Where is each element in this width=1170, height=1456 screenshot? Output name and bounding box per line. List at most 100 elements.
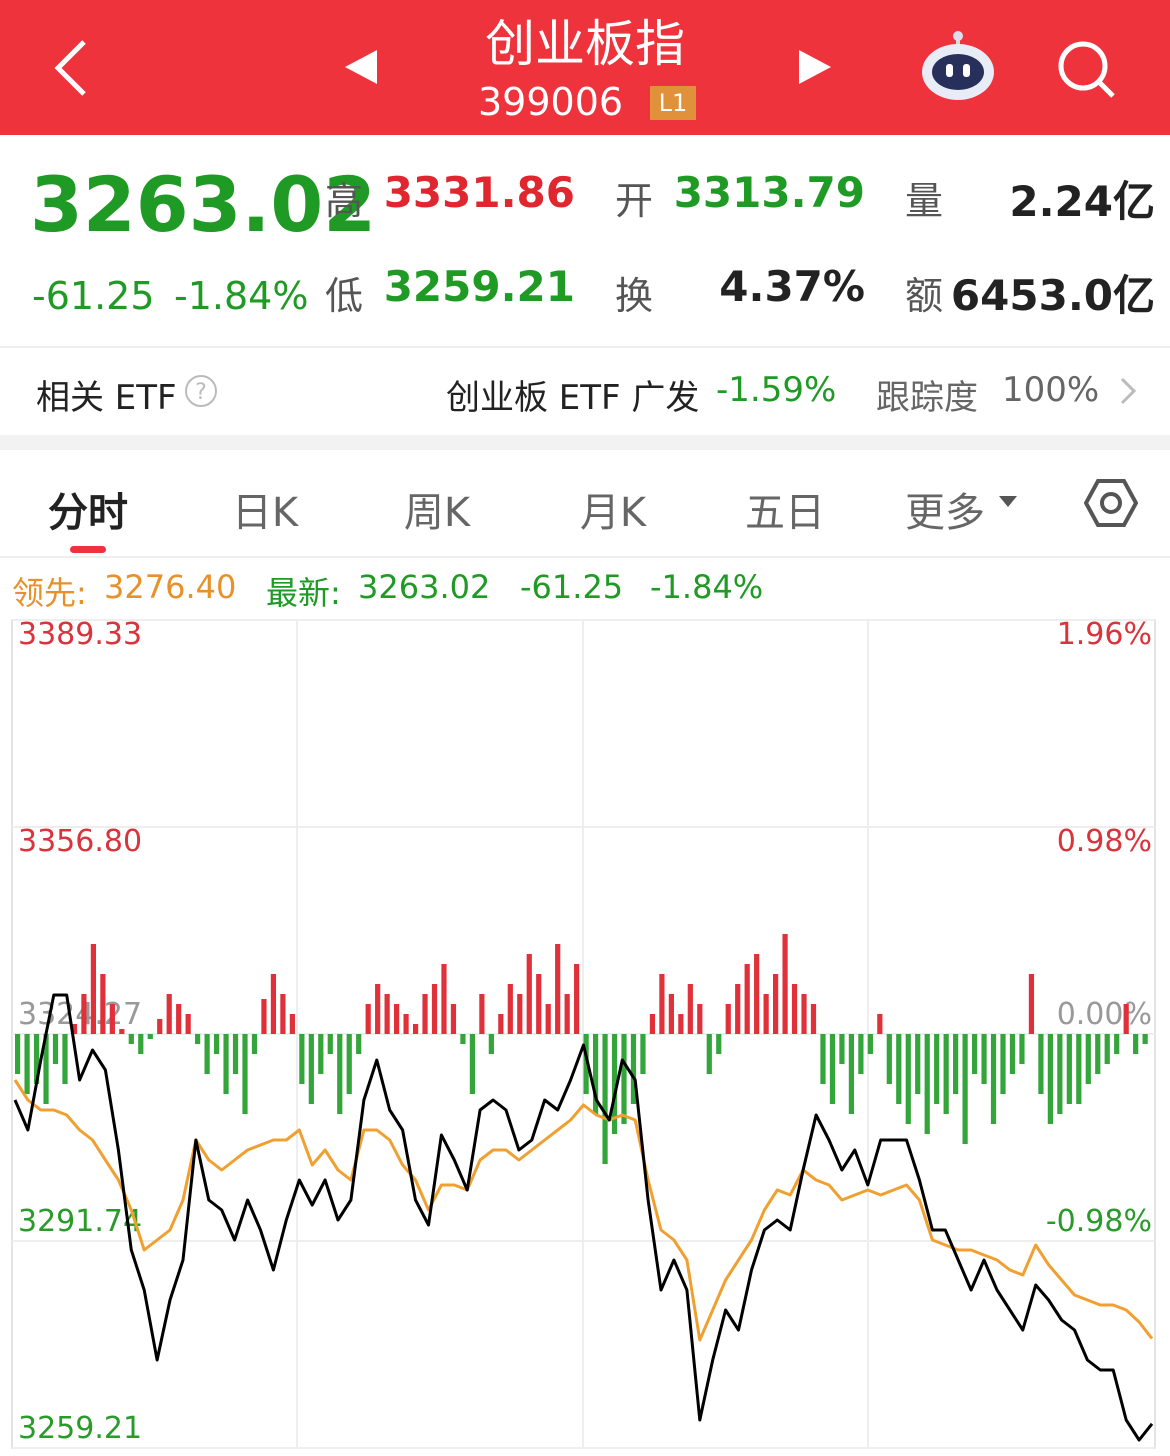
y2-tick-label: 1.96% — [1057, 618, 1152, 652]
volume-bar — [1019, 1034, 1025, 1064]
stat-label: 低 — [325, 274, 364, 318]
help-icon[interactable]: ? — [184, 374, 218, 408]
tracking-label: 跟踪度 — [876, 378, 978, 418]
volume-bar — [261, 999, 267, 1034]
title: 创业板指 — [485, 15, 685, 73]
etf-name[interactable]: 创业板 ETF 广发 — [446, 378, 700, 418]
volume-bar — [488, 1034, 494, 1054]
stat-value: 3331.86 — [383, 168, 575, 217]
volume-bar — [829, 1034, 836, 1104]
volume-bar — [375, 984, 381, 1034]
volume-bar — [460, 1034, 466, 1044]
back-button[interactable] — [50, 38, 90, 98]
volume-bar — [773, 974, 779, 1034]
stat-label: 量 — [905, 179, 944, 223]
tab[interactable]: 日K — [231, 490, 299, 536]
tab[interactable]: 分时 — [48, 490, 128, 536]
volume-bar — [611, 1034, 618, 1134]
volume-bar — [867, 1034, 873, 1054]
divider — [0, 346, 1170, 348]
tab[interactable]: 周K — [403, 490, 471, 536]
volume-bar — [242, 1034, 248, 1114]
volume-bar — [195, 1034, 201, 1044]
legend-lead-label: 领先: — [12, 574, 87, 612]
legend-change: -61.25 — [520, 568, 624, 606]
volume-bar — [204, 1034, 210, 1074]
volume-bar — [33, 1034, 40, 1084]
tab[interactable]: 月K — [579, 490, 647, 536]
volume-bar — [583, 1034, 589, 1094]
volume-bar — [1123, 1004, 1129, 1034]
robot-icon[interactable] — [918, 30, 998, 102]
volume-bar — [943, 1034, 949, 1114]
y2-tick-label: -0.98% — [1046, 1204, 1152, 1239]
volume-bar — [43, 1034, 49, 1104]
volume-bar — [877, 1014, 883, 1034]
volume-bar — [270, 974, 277, 1034]
stat-label: 高 — [325, 179, 364, 223]
volume-bar — [716, 1034, 722, 1054]
volume-bar — [289, 1014, 295, 1034]
volume-bar — [536, 974, 542, 1034]
change-pct: -1.84% — [174, 274, 309, 318]
settings-icon[interactable] — [1084, 478, 1138, 528]
header: 创业板指 399006 L1 — [0, 0, 1170, 135]
volume-bar — [848, 1034, 855, 1114]
volume-bar — [431, 984, 438, 1034]
y-tick-label: 3356.80 — [18, 824, 142, 859]
volume-bar — [62, 1034, 68, 1084]
volume-bar — [1104, 1034, 1110, 1064]
volume-bar — [858, 1034, 864, 1074]
stat-value: 3313.79 — [673, 168, 865, 217]
volume-bar — [953, 1034, 959, 1094]
search-button[interactable] — [1055, 38, 1117, 100]
volume-bar — [299, 1034, 305, 1084]
volume-bar — [441, 964, 447, 1034]
volume-bar — [1142, 1034, 1148, 1044]
volume-bar — [915, 1034, 921, 1094]
volume-bar — [971, 1034, 978, 1074]
volume-bar — [1076, 1034, 1082, 1104]
volume-bar — [166, 994, 172, 1034]
tab[interactable]: 五日 — [745, 490, 825, 536]
volume-bar — [621, 1034, 627, 1124]
volume-bar — [109, 1004, 115, 1034]
code: 399006 — [478, 80, 624, 124]
volume-bar — [327, 1034, 333, 1054]
volume-bar — [1114, 1034, 1120, 1054]
stat-label: 额 — [905, 274, 944, 318]
prev-button[interactable] — [343, 48, 379, 86]
gap — [0, 435, 1170, 450]
change: -61.25 — [32, 274, 155, 318]
volume-bar — [763, 994, 769, 1034]
volume-bar — [507, 984, 513, 1034]
tab[interactable]: 更多 — [905, 490, 985, 536]
volume-bar — [346, 1034, 352, 1094]
volume-bar — [564, 994, 570, 1034]
volume-bar — [839, 1034, 845, 1064]
volume-bar — [574, 964, 580, 1034]
volume-bar — [924, 1034, 930, 1134]
volume-bar — [725, 1004, 731, 1034]
volume-bar — [1009, 1034, 1016, 1074]
volume-bar — [52, 1034, 59, 1064]
etf-label: 相关 ETF — [36, 378, 177, 418]
volume-bar — [223, 1034, 229, 1094]
volume-bar — [100, 974, 106, 1034]
dropdown-icon — [999, 496, 1017, 507]
volume-bar — [886, 1034, 892, 1084]
chevron[interactable] — [1118, 376, 1138, 406]
legend-lead: 3276.40 — [104, 568, 237, 606]
volume-bar — [251, 1034, 258, 1054]
volume-bar — [147, 1034, 153, 1039]
stat-label: 开 — [615, 179, 654, 223]
volume-bar — [412, 1024, 419, 1034]
next-button[interactable] — [797, 48, 833, 86]
stat-value: 2.24亿 — [1009, 177, 1155, 226]
volume-bar — [706, 1034, 712, 1074]
volume-bar — [981, 1034, 987, 1084]
volume-bar — [232, 1034, 239, 1074]
volume-bar — [71, 1024, 78, 1034]
volume-bar — [934, 1034, 940, 1104]
volume-bar — [801, 994, 807, 1034]
